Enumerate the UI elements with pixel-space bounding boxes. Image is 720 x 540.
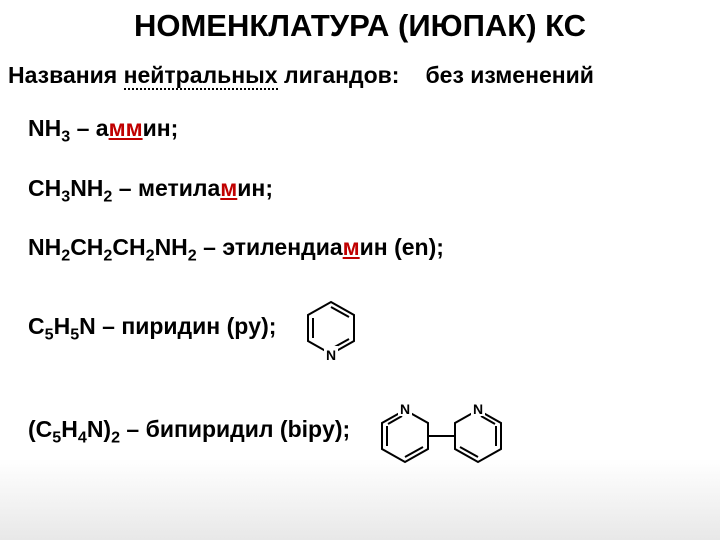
py-p3: N – пиридин (py); [79, 313, 276, 339]
py-s2: 5 [70, 326, 79, 344]
item-ch3nh2: CH3NH2 – метиламин; [0, 161, 720, 221]
en-post: ин (en); [360, 234, 444, 260]
bp-p0: (C [28, 416, 52, 442]
item-py: C5H5N – пиридин (py); N [0, 280, 720, 378]
en-d: – этилендиа [197, 234, 343, 260]
item-en: NH2CH2CH2NH2 – этилендиамин (en); [0, 220, 720, 280]
bp-p2: N) [87, 416, 111, 442]
nh3-f: NH [28, 115, 61, 141]
subtitle-left: Названия нейтральных лигандов: [8, 62, 399, 89]
svg-text:N: N [326, 347, 336, 363]
svg-text:N: N [473, 401, 483, 417]
en-p2: CH [70, 234, 103, 260]
subtitle-right: без изменений [425, 62, 593, 89]
bipyridyl-icon: N N [370, 392, 520, 472]
py-text: C5H5N – пиридин (py); [28, 313, 276, 345]
subtitle-post: лигандов: [278, 62, 400, 88]
nh3-d: – а [70, 115, 108, 141]
ch-d: – метила [112, 175, 220, 201]
py-s1: 5 [45, 326, 54, 344]
ch-post: ин; [237, 175, 273, 201]
ch-p2: NH [70, 175, 103, 201]
item-nh3: NH3 – аммин; [0, 101, 720, 161]
svg-text:N: N [400, 401, 410, 417]
bp-p1: H [61, 416, 78, 442]
en-s4: 2 [188, 247, 197, 265]
ch-p1: CH [28, 175, 61, 201]
subtitle-row: Названия нейтральных лигандов: без измен… [0, 44, 720, 101]
py-p2: H [54, 313, 71, 339]
en-s3: 2 [146, 247, 155, 265]
bp-p3: – бипиридил (bipy); [120, 416, 350, 442]
en-p4: NH [155, 234, 188, 260]
ch-red: м [220, 175, 237, 201]
en-s1: 2 [61, 247, 70, 265]
en-p1: NH [28, 234, 61, 260]
pyridine-icon: N [296, 294, 366, 364]
ch-s1: 3 [61, 187, 70, 205]
bipy-text: (C5H4N)2 – бипиридил (bipy); [28, 416, 350, 448]
nh3-s1: 3 [61, 128, 70, 146]
en-red: м [343, 234, 360, 260]
nh3-post: ин; [143, 115, 179, 141]
bp-s2: 4 [78, 429, 87, 447]
subtitle-pre: Названия [8, 62, 124, 88]
py-p1: C [28, 313, 45, 339]
en-p3: CH [112, 234, 145, 260]
bp-s1: 5 [52, 429, 61, 447]
bp-s3: 2 [111, 429, 120, 447]
item-bipy: (C5H4N)2 – бипиридил (bipy); N N [0, 378, 720, 486]
nh3-red: мм [109, 115, 143, 141]
subtitle-dotted: нейтральных [124, 62, 278, 90]
page-title: НОМЕНКЛАТУРА (ИЮПАК) КС [0, 0, 720, 44]
